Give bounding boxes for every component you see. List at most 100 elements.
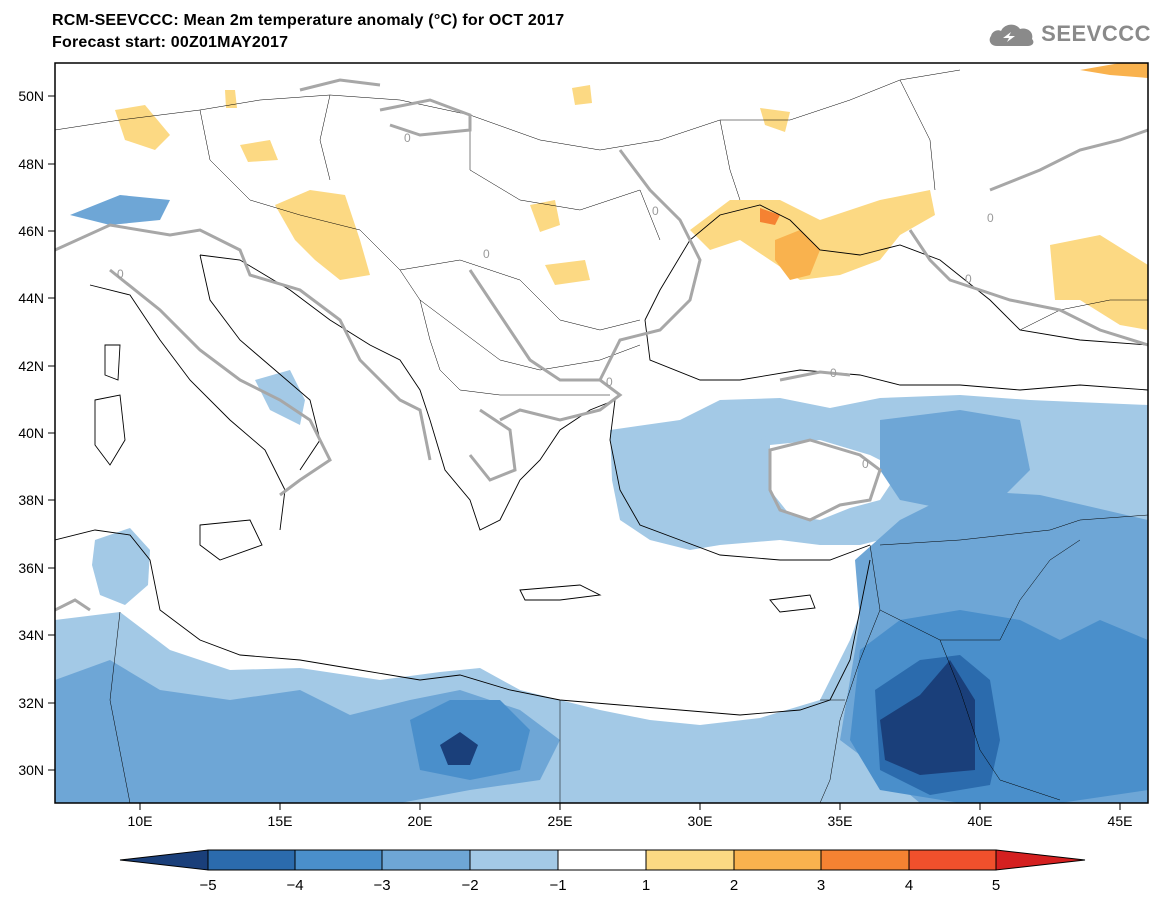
contour-caucasus: [908, 229, 1148, 347]
cold-anomaly-tunisia: [92, 528, 150, 605]
borders: [55, 69, 1148, 803]
contour-ukraine: [598, 149, 702, 381]
contour-anatolia-west: [468, 408, 517, 482]
border-lines-middle-east: [109, 514, 1148, 803]
contour-italy: [109, 268, 332, 497]
contour-label: 0: [965, 272, 972, 286]
contour-tunisia: [55, 598, 91, 612]
warm-anomaly-black-sea-north: [690, 190, 935, 280]
colorbar-label: −5: [199, 877, 216, 894]
colorbar-labels: −5 −4 −3 −2 −1 1 2 3 4 5: [199, 877, 1000, 894]
contour-labels: 0 0 0 0 0 0 0 0 0: [117, 131, 994, 471]
colorbar-label: 2: [730, 877, 738, 894]
colorbar-label: 3: [817, 877, 825, 894]
lat-label: 30N: [18, 762, 44, 778]
zero-contours: [55, 78, 1148, 612]
cold-anomaly-mid-anatolia: [880, 410, 1030, 510]
contour-label: 0: [862, 457, 869, 471]
lat-label: 48N: [18, 156, 44, 172]
warm-anomaly-top-right: [1080, 63, 1148, 78]
colorbar-segment: [294, 849, 383, 871]
greece-coast: [429, 399, 616, 531]
colorbar-segment: [557, 849, 647, 871]
lat-label: 32N: [18, 695, 44, 711]
colorbar-segment: [645, 849, 735, 871]
warm-anomaly-small-1: [572, 85, 592, 105]
lon-label: 40E: [968, 813, 993, 829]
colorbar-segment: [207, 849, 296, 871]
latitude-axis: 50N 48N 46N 44N 42N 40N 38N 36N 34N 32N …: [18, 88, 55, 778]
warm-anomaly-germany: [115, 105, 170, 150]
anatolia-coast: [609, 399, 871, 561]
warm-anomaly-romania: [530, 200, 560, 232]
anomaly-field: 0 0 0 0 0 0 0 0 0: [55, 63, 1148, 803]
lon-label: 20E: [408, 813, 433, 829]
cold-anomaly-italy: [255, 370, 305, 425]
contour-south-coast: [779, 370, 851, 382]
lon-label: 30E: [688, 813, 713, 829]
contour-anatolia-loop: [768, 438, 882, 522]
warm-anomaly-austria: [275, 190, 370, 280]
contour-label: 0: [404, 131, 411, 145]
contour-top-mid: [299, 78, 381, 92]
north-africa-coast: [55, 529, 871, 716]
lat-label: 46N: [18, 223, 44, 239]
contour-carpathians: [379, 98, 472, 137]
colorbar-label: 4: [905, 877, 913, 894]
lon-label: 10E: [128, 813, 153, 829]
lat-label: 44N: [18, 290, 44, 306]
warm-anomaly-azov: [760, 208, 780, 225]
longitude-axis: 10E 15E 20E 25E 30E 35E 40E 45E: [128, 803, 1133, 829]
lon-label: 35E: [828, 813, 853, 829]
colorbar-segment: [820, 849, 910, 871]
lat-label: 40N: [18, 425, 44, 441]
warm-anomaly-small-2: [240, 140, 278, 162]
lon-label: 15E: [268, 813, 293, 829]
black-sea-coast: [644, 204, 1148, 391]
lon-label: 45E: [1108, 813, 1133, 829]
cloud-icon: [989, 24, 1034, 46]
cold-anomaly-extreme-libya: [440, 732, 478, 765]
contour-russia: [989, 128, 1148, 192]
corsica: [104, 344, 121, 381]
contour-label: 0: [652, 204, 659, 218]
seevccc-logo: SEEVCCC: [987, 20, 1151, 48]
sicily: [199, 519, 263, 561]
colorbar-label: −1: [549, 877, 566, 894]
lon-label: 25E: [548, 813, 573, 829]
contour-label: 0: [830, 366, 837, 380]
cold-anomaly-alps: [70, 195, 170, 225]
warm-anomaly-ukraine: [545, 260, 590, 285]
colorbar-segment: [733, 849, 822, 871]
border-lines-europe: [55, 69, 1148, 396]
colorbar-arrow-max: [995, 849, 1086, 871]
contour-label: 0: [483, 247, 490, 261]
colorbar-label: −2: [461, 877, 478, 894]
map-title: RCM-SEEVCCC: Mean 2m temperature anomaly…: [52, 12, 565, 29]
italy-west-coast: [89, 284, 286, 531]
contour-alps: [55, 223, 432, 461]
warm-anomaly-caspian: [1050, 235, 1148, 330]
colorbar: [119, 849, 1086, 871]
colorbar-label: −4: [286, 877, 303, 894]
lat-label: 34N: [18, 627, 44, 643]
forecast-start-label: Forecast start: 00Z01MAY2017: [52, 34, 289, 51]
colorbar-segment: [469, 849, 559, 871]
warm-anomaly-crimea: [775, 230, 820, 280]
contour-label: 0: [606, 375, 613, 389]
contour-label: 0: [117, 267, 124, 281]
colorbar-segment: [908, 849, 997, 871]
colorbar-label: 1: [642, 877, 650, 894]
lat-label: 38N: [18, 492, 44, 508]
crete: [519, 584, 602, 601]
cold-anomaly-extreme: [880, 660, 975, 775]
lat-label: 42N: [18, 358, 44, 374]
sardinia: [94, 394, 126, 466]
cyprus: [769, 594, 816, 613]
colorbar-label: 5: [992, 877, 1000, 894]
lat-label: 36N: [18, 560, 44, 576]
colorbar-segment: [381, 849, 471, 871]
colorbar-label: −3: [373, 877, 390, 894]
logo-text: SEEVCCC: [1041, 21, 1151, 46]
